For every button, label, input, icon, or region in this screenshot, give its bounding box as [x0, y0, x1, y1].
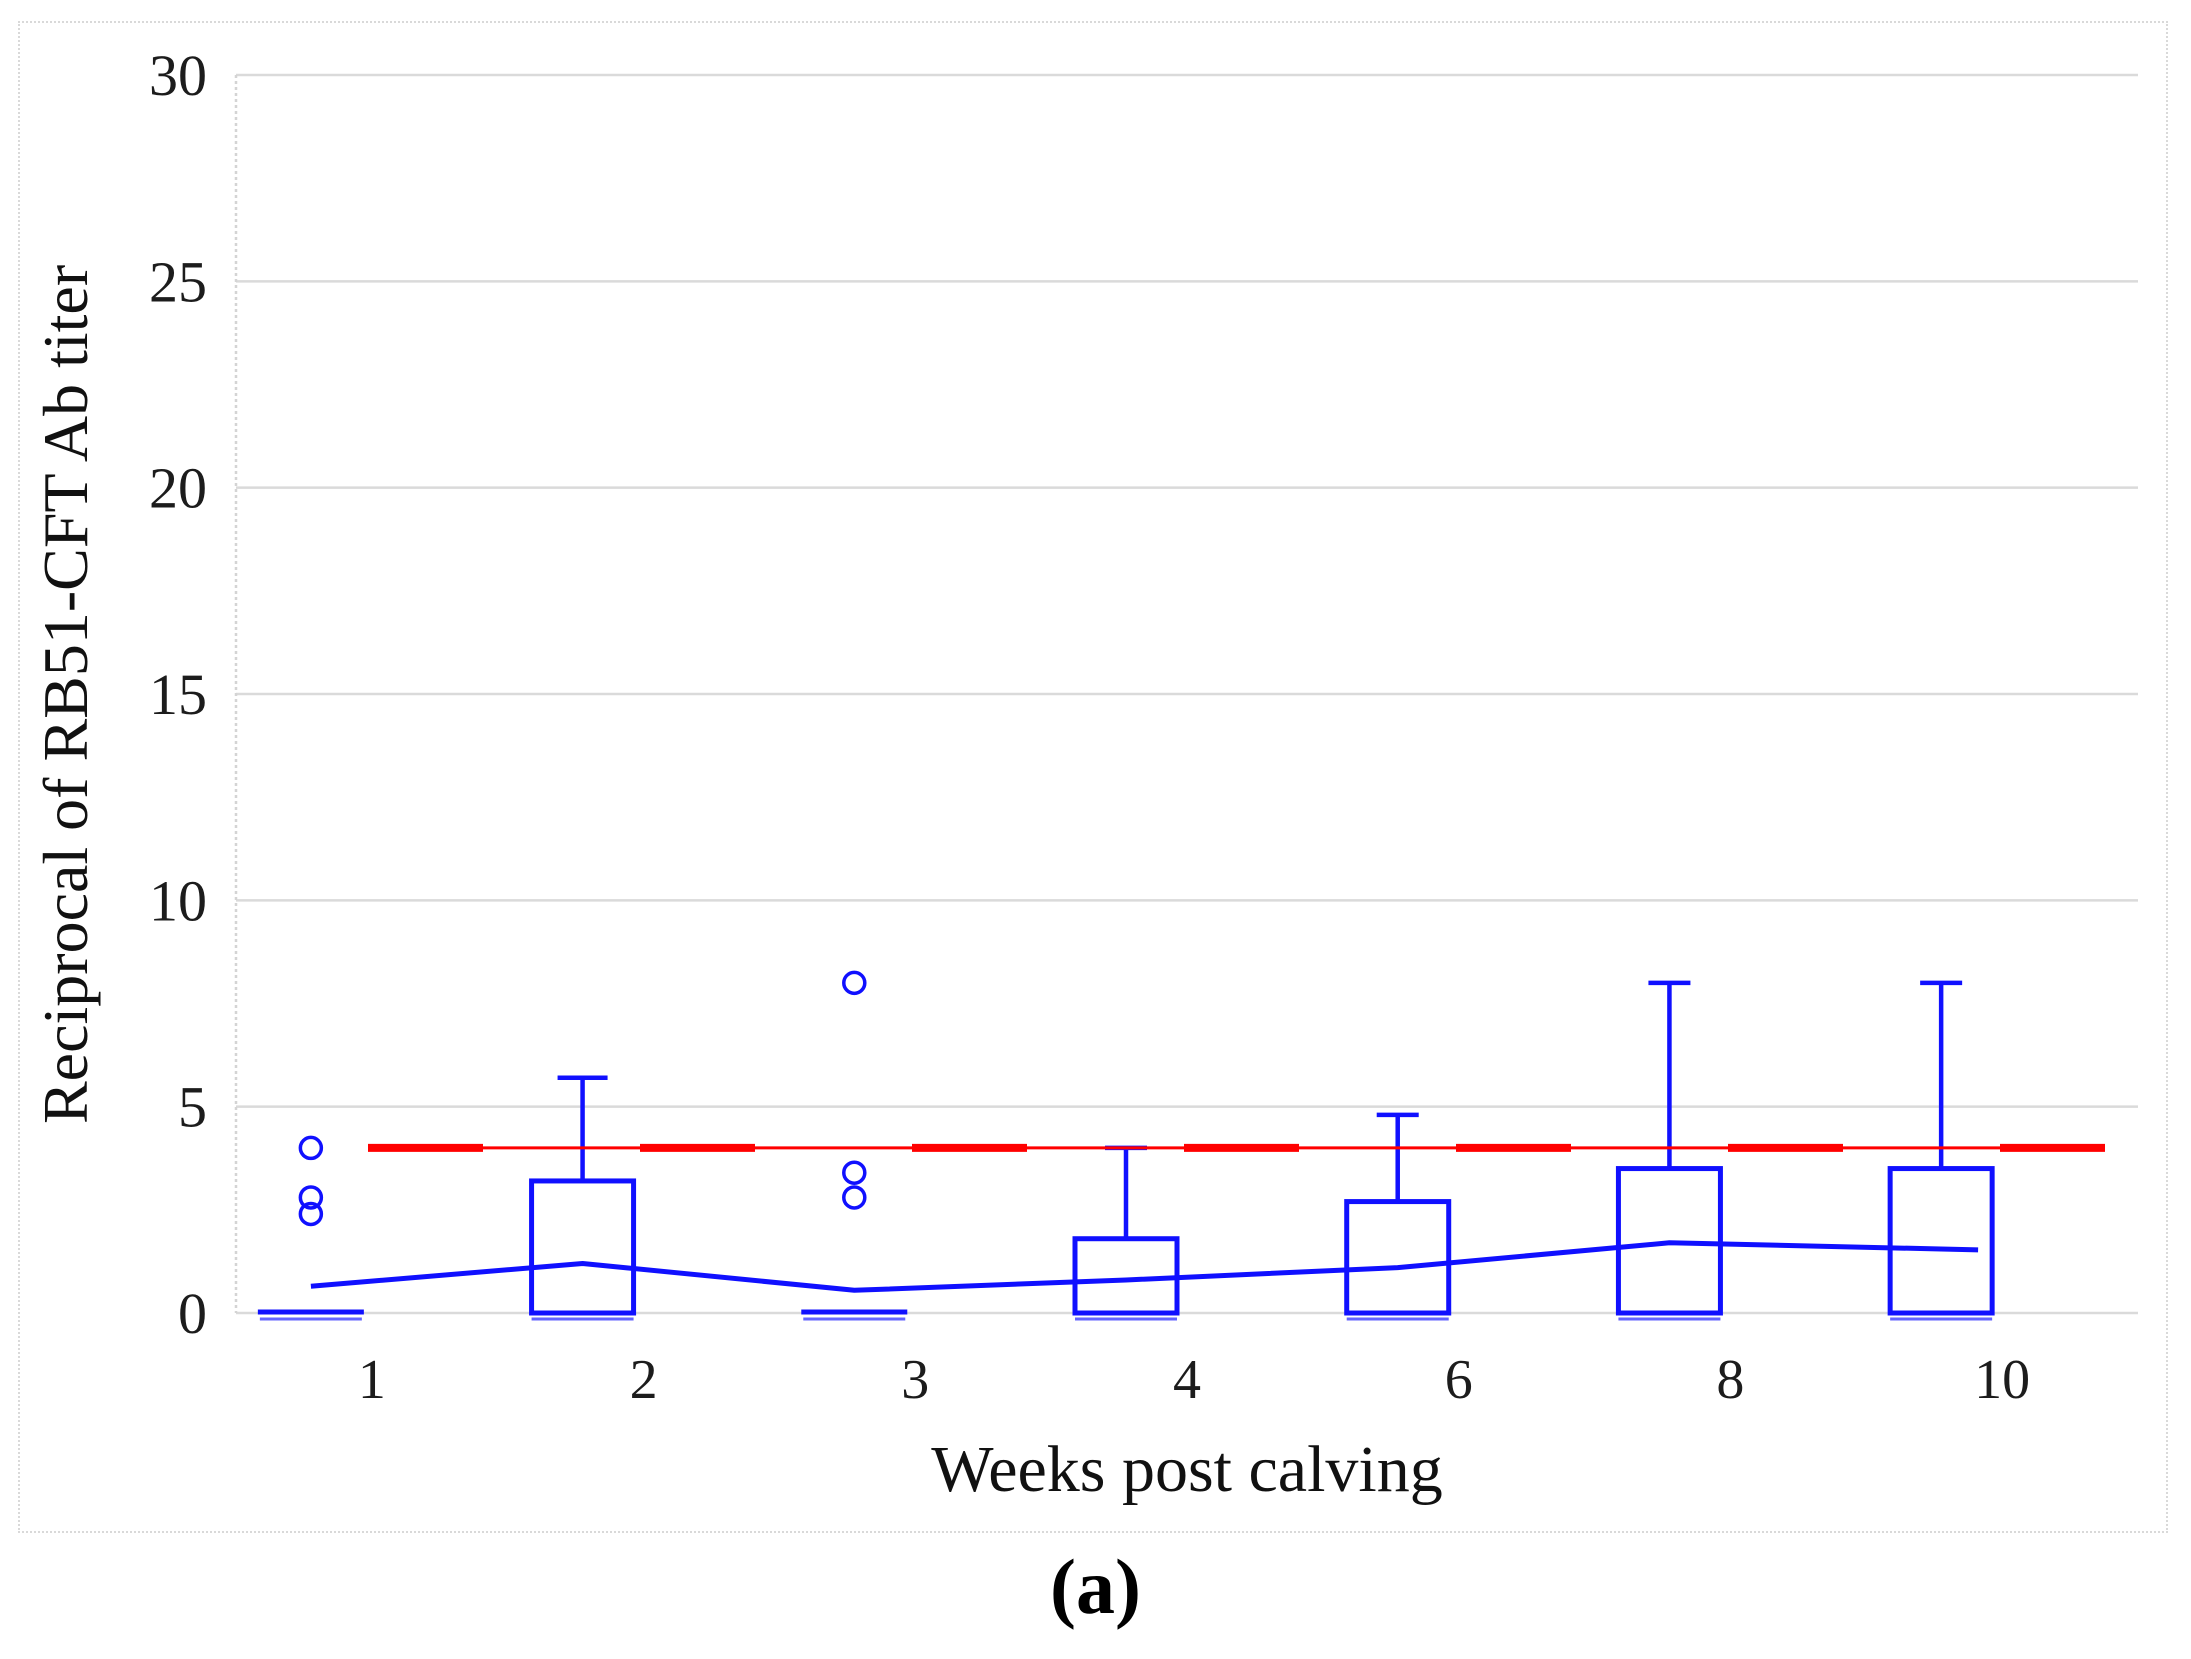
y-tick-label: 25: [149, 249, 207, 314]
x-tick-label: 6: [1445, 1349, 1473, 1411]
outlier-point-week-1: [298, 1201, 324, 1227]
y-tick-label: 5: [178, 1075, 207, 1140]
box-week-4: [1072, 1236, 1180, 1316]
outlier-point-week-3: [842, 1160, 867, 1185]
y-axis-title: Reciprocal of RB51-CFT Ab titer: [30, 264, 101, 1124]
x-axis-title: Weeks post calving: [931, 1433, 1443, 1506]
x-tick-label: 3: [901, 1349, 929, 1411]
figure-caption: (a): [1050, 1543, 1141, 1630]
box-week-2: [529, 1178, 637, 1316]
y-tick-label: 20: [149, 456, 207, 521]
x-tick-label: 1: [358, 1349, 386, 1411]
box-week-6: [1344, 1199, 1452, 1316]
outlier-point-week-3: [842, 1185, 867, 1210]
mean-line: [310, 1240, 1979, 1293]
box-week-8: [1615, 1166, 1723, 1316]
y-tick-label: 30: [149, 43, 207, 108]
y-tick-label: 10: [149, 868, 207, 933]
x-tick-label: 2: [630, 1349, 658, 1411]
x-tick-label: 4: [1173, 1349, 1201, 1411]
y-tick-label: 0: [178, 1281, 207, 1346]
outlier-point-week-1: [298, 1185, 324, 1210]
x-tick-label: 10: [1974, 1349, 2030, 1411]
outlier-point-week-1: [298, 1135, 324, 1161]
outlier-point-week-3: [842, 970, 867, 996]
box-week-10: [1887, 1166, 1995, 1316]
x-tick-label: 8: [1716, 1349, 1744, 1411]
y-tick-label: 15: [149, 662, 207, 727]
